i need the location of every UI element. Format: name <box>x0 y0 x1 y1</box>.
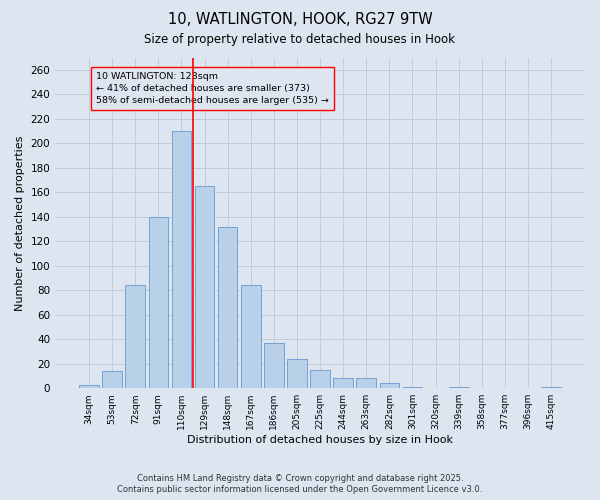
Bar <box>264 343 284 388</box>
Bar <box>79 384 99 388</box>
Bar <box>195 186 214 388</box>
Y-axis label: Number of detached properties: Number of detached properties <box>15 135 25 310</box>
Bar <box>149 216 168 388</box>
Text: 10, WATLINGTON, HOOK, RG27 9TW: 10, WATLINGTON, HOOK, RG27 9TW <box>167 12 433 28</box>
Bar <box>403 387 422 388</box>
Bar <box>356 378 376 388</box>
Text: 10 WATLINGTON: 123sqm
← 41% of detached houses are smaller (373)
58% of semi-det: 10 WATLINGTON: 123sqm ← 41% of detached … <box>96 72 329 105</box>
Bar <box>241 286 260 388</box>
Bar <box>380 384 399 388</box>
X-axis label: Distribution of detached houses by size in Hook: Distribution of detached houses by size … <box>187 435 453 445</box>
Bar <box>172 131 191 388</box>
Bar <box>310 370 330 388</box>
Text: Size of property relative to detached houses in Hook: Size of property relative to detached ho… <box>145 32 455 46</box>
Bar <box>287 359 307 388</box>
Bar <box>218 226 238 388</box>
Bar <box>125 286 145 388</box>
Bar <box>449 387 469 388</box>
Bar <box>541 387 561 388</box>
Text: Contains HM Land Registry data © Crown copyright and database right 2025.
Contai: Contains HM Land Registry data © Crown c… <box>118 474 482 494</box>
Bar <box>334 378 353 388</box>
Bar <box>103 371 122 388</box>
